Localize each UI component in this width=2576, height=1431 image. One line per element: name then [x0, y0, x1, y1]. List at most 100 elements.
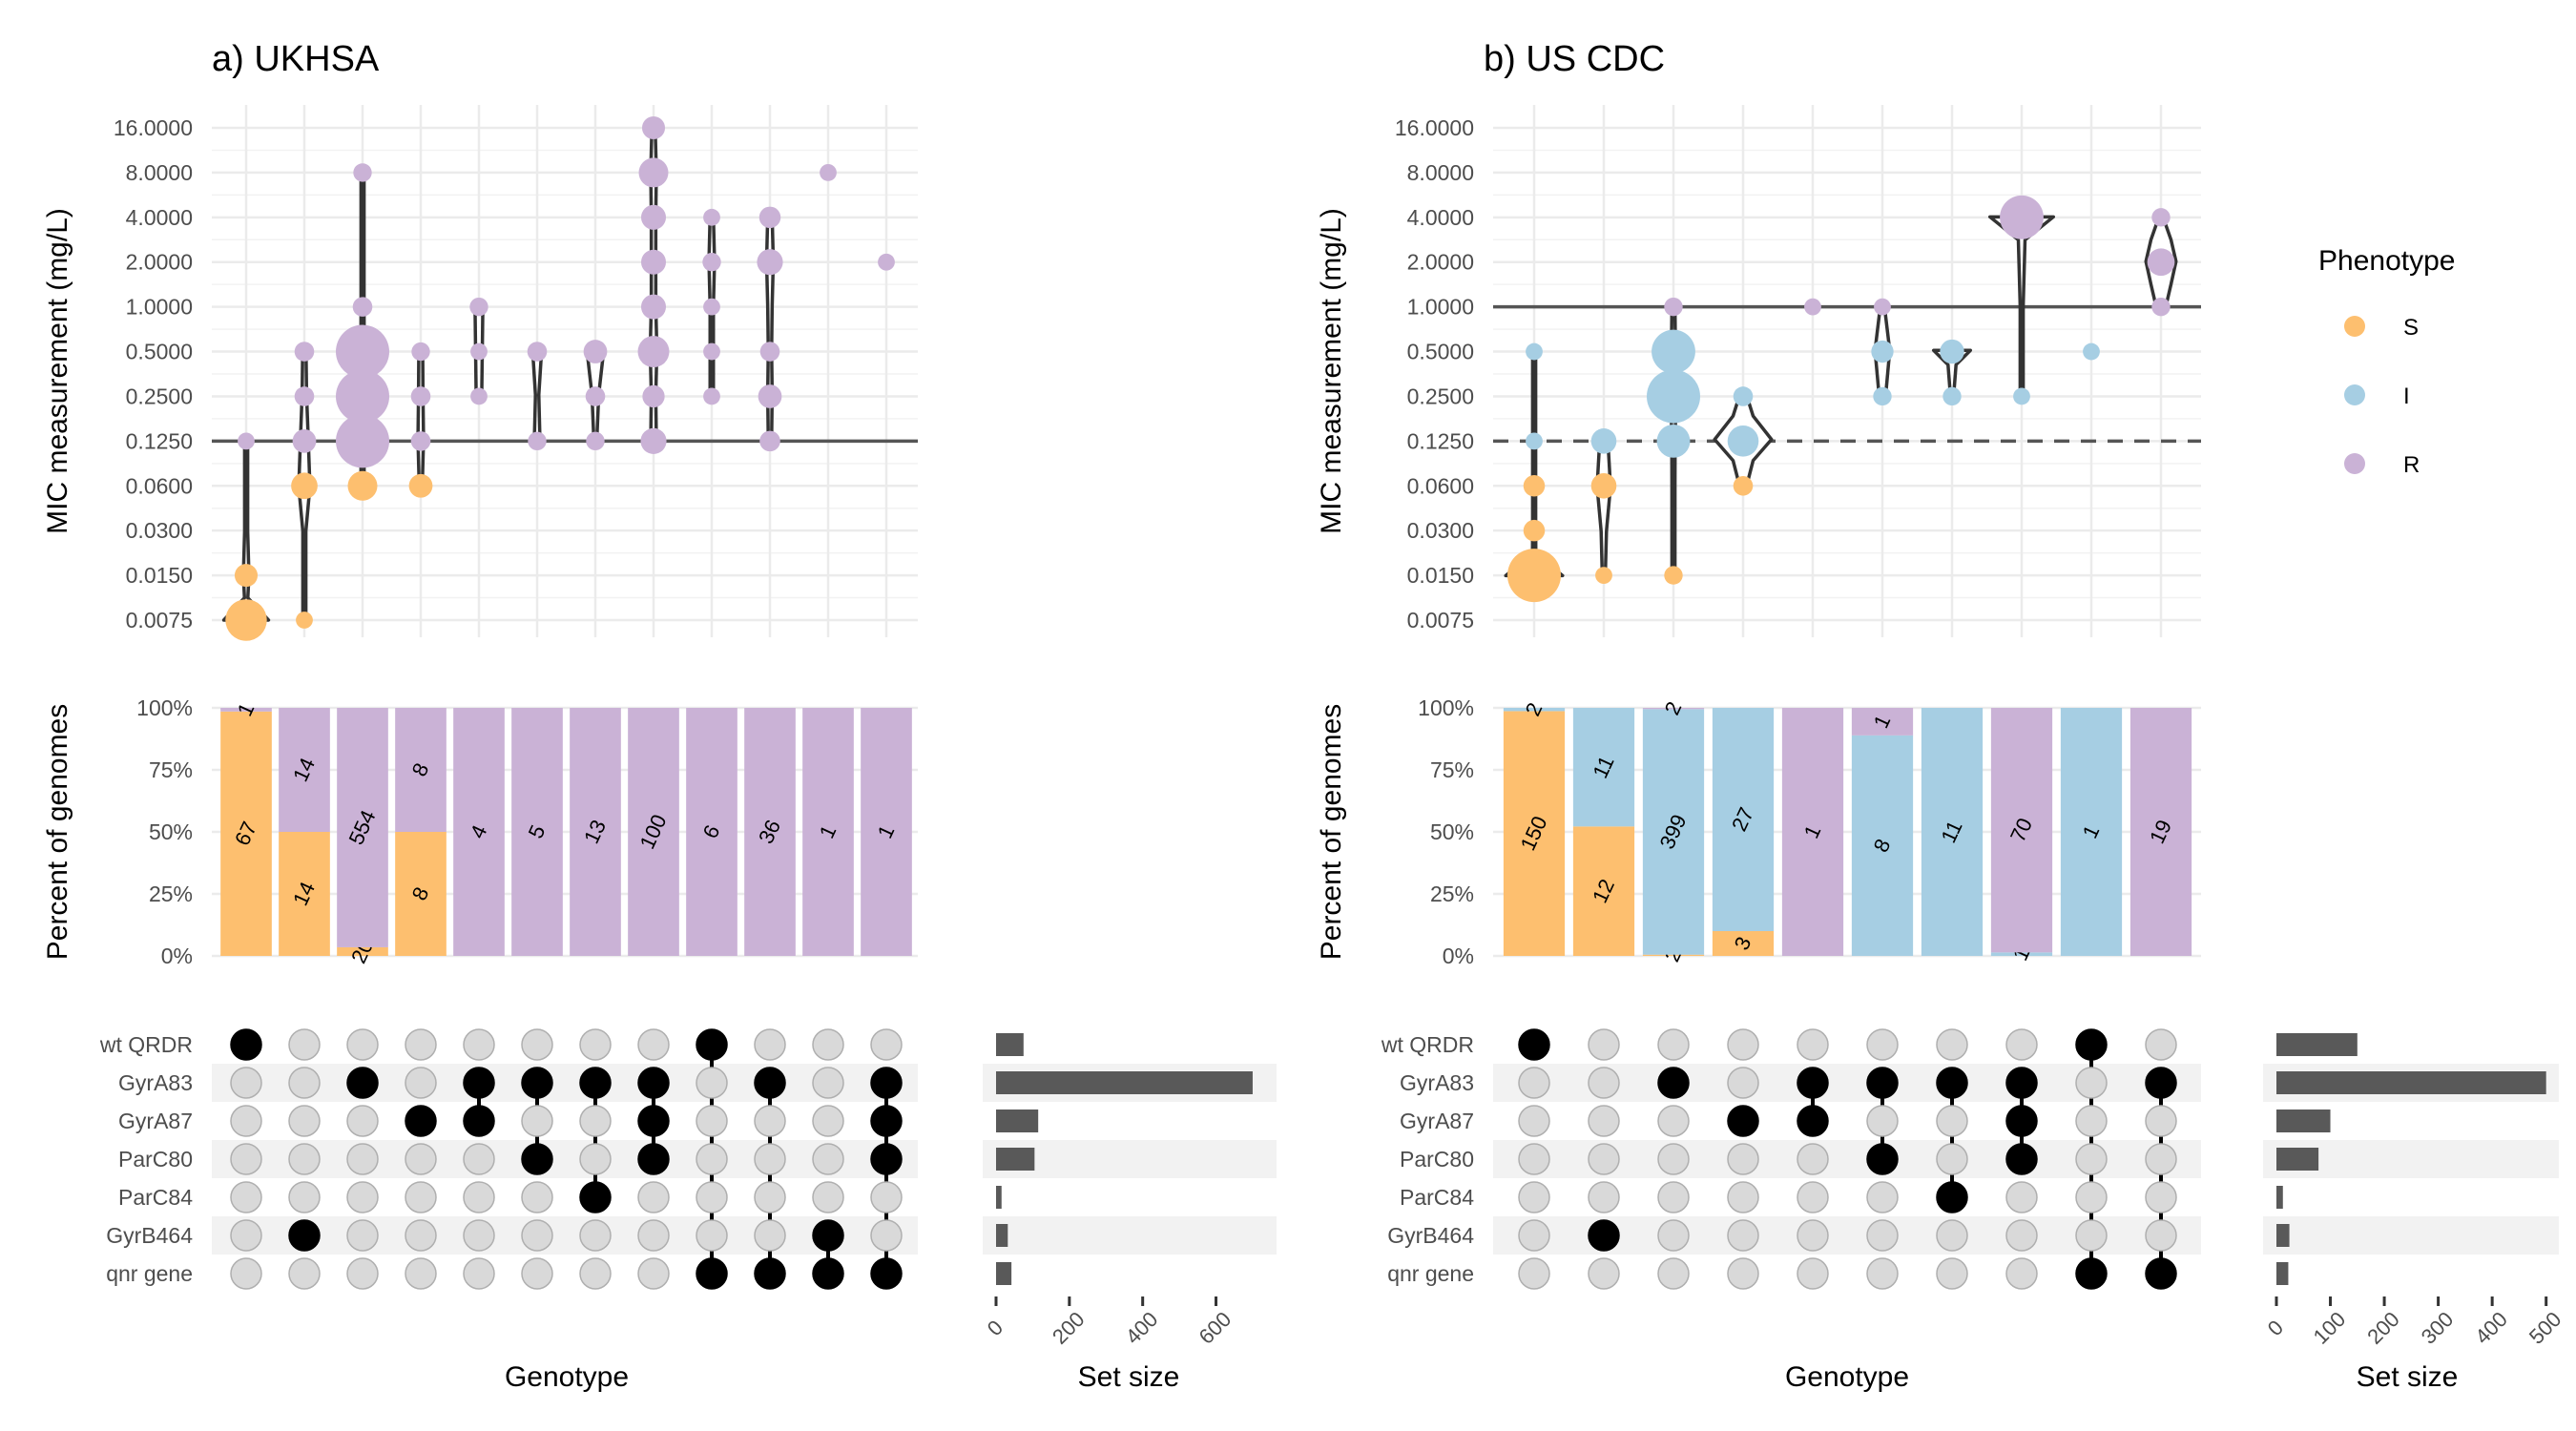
matrix-dot-empty: [2145, 1105, 2177, 1137]
percent-bar-segment: [744, 708, 796, 956]
set-size-chart: 0 100 200 300 400 500 Set size: [2263, 1033, 2566, 1393]
mic-tick-label: 8.0000: [126, 160, 193, 185]
percent-tick-label: 50%: [149, 819, 193, 844]
mic-point: [1590, 472, 1617, 499]
matrix-dot-empty: [637, 1219, 670, 1252]
set-size-bar: [2276, 1224, 2290, 1247]
matrix-dot-empty: [346, 1105, 379, 1137]
set-size-bar: [2276, 1033, 2358, 1056]
mic-plot: 0.0075 0.0150 0.0300 0.0600 0.1250 0.2500 0.50…: [1316, 105, 2201, 637]
set-size-tick-label: 200: [2362, 1307, 2404, 1349]
matrix-dot-empty: [463, 1028, 495, 1061]
mic-point: [294, 342, 315, 362]
matrix-dot-empty: [696, 1181, 728, 1213]
mic-point: [1942, 386, 1962, 406]
phenotype-legend: Phenotype S I R: [2318, 245, 2455, 478]
percent-bar-segment: [1990, 952, 2053, 956]
mic-point: [758, 384, 782, 408]
mic-point: [820, 164, 837, 181]
mic-point: [528, 431, 547, 451]
mic-point: [470, 387, 488, 405]
mic-tick-label: 2.0000: [126, 250, 193, 275]
mic-tick-label: 0.0300: [1407, 518, 1474, 543]
mic-point: [2000, 195, 2044, 239]
set-size-tick-label: 300: [2417, 1307, 2459, 1349]
percent-bar-segment: [802, 708, 854, 956]
set-size-bar: [996, 1110, 1039, 1132]
set-size-bar: [2276, 1110, 2331, 1132]
matrix-dot-empty: [754, 1028, 786, 1061]
matrix-dot-empty: [405, 1181, 437, 1213]
mic-point: [703, 342, 720, 361]
matrix-dot-empty: [405, 1257, 437, 1290]
set-name-label: ParC80: [118, 1147, 193, 1172]
matrix-dot-empty: [1727, 1067, 1759, 1099]
panel-b: b) US CDC 0.0075 0.0150 0.0300 0.0600 0.1250…: [1316, 39, 2566, 1393]
percent-bar-segment: [2060, 708, 2123, 956]
matrix-dot-empty: [812, 1181, 844, 1213]
mic-tick-label: 0.5000: [126, 340, 193, 364]
mic-point: [1590, 428, 1617, 454]
mic-violin: [1987, 215, 2056, 397]
mic-point: [2013, 387, 2030, 405]
matrix-dot-empty: [579, 1143, 612, 1175]
matrix-dot-empty: [1518, 1181, 1550, 1213]
mic-point: [1940, 339, 1964, 364]
mic-point: [411, 342, 430, 362]
matrix-dot-empty: [637, 1181, 670, 1213]
set-name-label: GyrB464: [106, 1223, 193, 1248]
matrix-dot-empty: [696, 1067, 728, 1099]
mic-point: [641, 115, 666, 140]
set-size-tick-label: 600: [1195, 1307, 1236, 1349]
matrix-dot-filled: [870, 1257, 903, 1290]
mic-tick-label: 16.0000: [114, 115, 193, 140]
matrix-dot-empty: [230, 1181, 262, 1213]
legend-label-i: I: [2403, 384, 2410, 409]
mic-point: [585, 386, 606, 406]
matrix-dot-empty: [288, 1028, 321, 1061]
mic-tick-label: 1.0000: [1407, 295, 1474, 320]
percent-bar-segment: [1921, 708, 1984, 956]
matrix-dot-empty: [346, 1028, 379, 1061]
matrix-dot-empty: [1866, 1181, 1899, 1213]
matrix-dot-filled: [463, 1105, 495, 1137]
matrix-dot-empty: [1657, 1143, 1690, 1175]
matrix-dot-empty: [812, 1143, 844, 1175]
set-name-label: ParC84: [118, 1185, 193, 1210]
mic-point: [702, 253, 721, 272]
mic-point: [759, 430, 780, 452]
mic-point: [1523, 519, 1546, 542]
set-name-label: wt QRDR: [99, 1032, 193, 1057]
genotype-axis-label: Genotype: [505, 1361, 629, 1393]
percent-bar-segment: [1503, 708, 1566, 712]
mic-tick-label: 0.5000: [1407, 340, 1474, 364]
matrix-dot-empty: [2005, 1028, 2038, 1061]
matrix-dot-empty: [1936, 1143, 1968, 1175]
percent-tick-label: 75%: [1430, 757, 1474, 782]
percent-bar-segment: [1642, 709, 1705, 955]
matrix-dot-empty: [346, 1257, 379, 1290]
mic-point: [1526, 432, 1543, 450]
matrix-dot-empty: [754, 1219, 786, 1252]
mic-violin: [530, 348, 544, 442]
matrix-dot-empty: [463, 1257, 495, 1290]
set-name-label: ParC80: [1400, 1147, 1474, 1172]
mic-point: [234, 564, 259, 588]
mic-point: [1804, 298, 1821, 316]
matrix-dot-empty: [230, 1067, 262, 1099]
matrix-dot-empty: [812, 1067, 844, 1099]
mic-tick-label: 0.2500: [1407, 384, 1474, 408]
legend-title: Phenotype: [2318, 245, 2455, 277]
matrix-dot-filled: [230, 1028, 262, 1061]
matrix-dot-empty: [1866, 1105, 1899, 1137]
matrix-dot-empty: [1518, 1219, 1550, 1252]
matrix-dot-filled: [1727, 1105, 1759, 1137]
matrix-dot-filled: [1797, 1067, 1829, 1099]
mic-tick-label: 4.0000: [1407, 205, 1474, 230]
legend-label-r: R: [2403, 452, 2420, 478]
percent-bar-segment: [1712, 931, 1775, 956]
matrix-dot-filled: [2005, 1067, 2038, 1099]
matrix-dot-filled: [463, 1067, 495, 1099]
matrix-dot-filled: [2145, 1257, 2177, 1290]
